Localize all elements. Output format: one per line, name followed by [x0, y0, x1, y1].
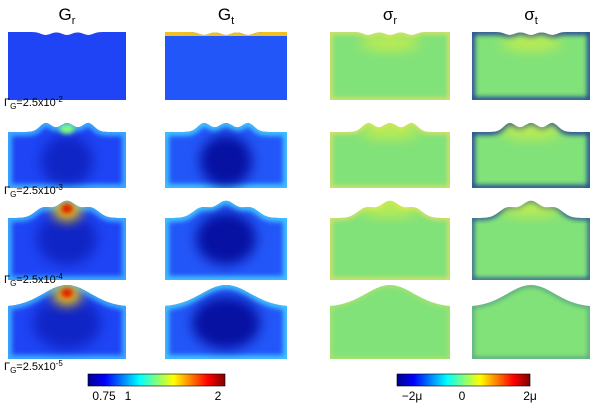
- field-panel: [165, 122, 287, 188]
- text: =2.5x10: [16, 361, 55, 373]
- stress-region: [360, 122, 420, 139]
- panel-background: [330, 285, 450, 359]
- surface-edge: [8, 122, 126, 188]
- labels: Gr Gt σr σtΓG=2.5x10-2ΓG=2.5x10-3ΓG=2.5x10-…: [4, 5, 538, 403]
- symbol: Γ: [4, 97, 10, 109]
- surface-layer: [165, 32, 287, 36]
- colorbar-label: −2μ: [402, 389, 423, 403]
- exponent: -2: [56, 95, 64, 104]
- dark-region: [37, 212, 97, 265]
- panel-background: [472, 285, 590, 359]
- field-panel: [165, 200, 287, 280]
- panels: [8, 32, 590, 359]
- colorbar-label: 2μ: [523, 389, 537, 403]
- row-label: ΓG=2.5x10-4: [4, 272, 63, 288]
- field-panel: [165, 32, 287, 100]
- field-panel: [165, 285, 287, 359]
- subscript: G: [10, 366, 16, 375]
- column-header: σt: [524, 5, 538, 27]
- row-label: ΓG=2.5x10-2: [4, 95, 63, 111]
- surface-edge: [472, 32, 590, 100]
- symbol: G: [218, 5, 231, 24]
- exponent: -5: [56, 359, 64, 368]
- field-panel: [472, 285, 590, 359]
- field-panel: [472, 32, 590, 100]
- symbol: Γ: [4, 274, 10, 286]
- colorbar-label: 0: [459, 389, 466, 403]
- field-panel: [330, 285, 450, 359]
- surface-edge: [330, 32, 450, 100]
- field-panel: [8, 32, 126, 100]
- row-label: ΓG=2.5x10-3: [4, 183, 63, 199]
- surface-edge: [165, 200, 287, 280]
- field-panel: [472, 122, 590, 188]
- stress-region: [501, 122, 561, 139]
- symbol: Γ: [4, 185, 10, 197]
- hot-core: [61, 288, 73, 298]
- field-panel: [330, 32, 450, 100]
- stress-region: [360, 35, 420, 52]
- colorbar: [87, 373, 226, 387]
- exponent: -3: [56, 183, 64, 192]
- panel-background: [472, 122, 590, 188]
- field-panel: [8, 285, 126, 359]
- subscript: G: [10, 279, 16, 288]
- text: =2.5x10: [16, 97, 55, 109]
- colorbar-label: 0.75: [92, 389, 116, 403]
- dark-region: [33, 297, 101, 349]
- subscript: G: [10, 190, 16, 199]
- colorbar-label: 1: [125, 389, 132, 403]
- panel-background: [330, 122, 450, 188]
- text: =2.5x10: [16, 274, 55, 286]
- field-panel: [330, 122, 450, 188]
- panel-background: [8, 32, 126, 100]
- text: =2.5x10: [16, 185, 55, 197]
- field-panel: [8, 200, 126, 280]
- symbol: Γ: [4, 361, 10, 373]
- subscript: r: [393, 15, 397, 27]
- dark-region: [192, 297, 260, 349]
- panel-background: [165, 32, 287, 100]
- dark-region: [200, 134, 252, 187]
- row-label: ΓG=2.5x10-5: [4, 359, 63, 375]
- symbol: σ: [383, 5, 394, 24]
- hot-core: [61, 203, 73, 214]
- stress-region: [360, 200, 420, 217]
- surface-edge: [165, 122, 287, 188]
- field-panel: [8, 122, 126, 188]
- colorbar: [396, 373, 531, 387]
- dark-region: [41, 134, 93, 187]
- column-header: Gr: [59, 5, 76, 27]
- column-header: Gt: [218, 5, 234, 27]
- warm-region: [59, 123, 75, 134]
- subscript: t: [535, 15, 538, 27]
- stress-region: [501, 35, 561, 52]
- field-panel: [472, 200, 590, 280]
- stress-region: [501, 200, 561, 217]
- subscript: t: [231, 15, 234, 27]
- colorbar-label: 2: [215, 389, 222, 403]
- field-panel: [330, 200, 450, 280]
- symbol: σ: [524, 5, 535, 24]
- dark-region: [196, 212, 256, 265]
- column-header: σr: [383, 5, 398, 27]
- subscript: G: [10, 102, 16, 111]
- subscript: r: [72, 15, 76, 27]
- symbol: G: [59, 5, 72, 24]
- exponent: -4: [56, 272, 64, 281]
